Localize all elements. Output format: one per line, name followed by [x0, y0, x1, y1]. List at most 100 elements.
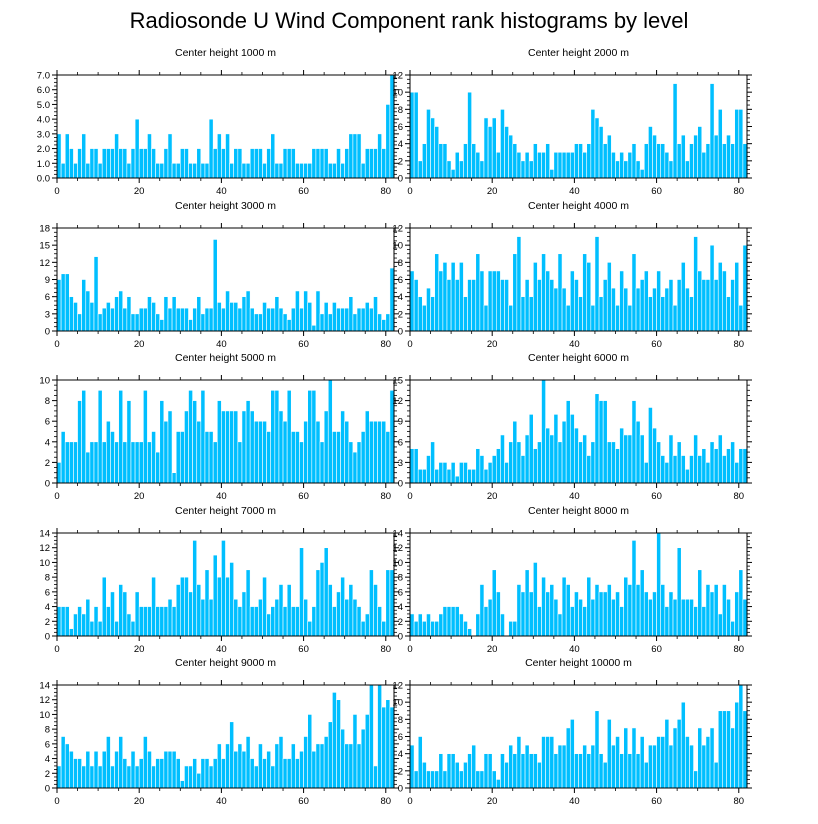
bar — [697, 569, 703, 637]
bar — [606, 134, 612, 179]
x-tick-label: 20 — [134, 491, 145, 502]
bar — [446, 279, 452, 332]
bar — [553, 753, 559, 789]
bar — [245, 400, 251, 484]
bar — [299, 162, 304, 179]
y-tick-label: 12 — [392, 681, 403, 692]
bar — [163, 750, 169, 789]
bar — [340, 410, 345, 484]
bar — [483, 753, 489, 789]
bar — [500, 279, 505, 332]
bar — [73, 613, 78, 637]
bar — [373, 148, 378, 179]
bar — [541, 736, 546, 789]
bar — [676, 719, 682, 789]
bar — [652, 427, 657, 484]
bar — [627, 584, 633, 637]
bar — [430, 770, 435, 789]
y-tick-label: 0 — [398, 327, 403, 338]
bar — [311, 750, 317, 789]
bar — [487, 270, 493, 332]
bar — [85, 162, 91, 179]
bar — [463, 462, 468, 484]
bar — [430, 117, 435, 179]
y-tick-label: 2 — [45, 617, 50, 628]
bar — [167, 598, 173, 637]
bar — [512, 143, 518, 179]
bar — [179, 148, 185, 179]
bar — [60, 431, 66, 484]
bar — [549, 169, 555, 179]
panel-title: Center height 5000 m — [175, 352, 276, 364]
bar — [430, 441, 435, 484]
bar — [417, 468, 423, 484]
bar — [290, 148, 296, 179]
bar — [442, 143, 448, 179]
bar — [69, 148, 74, 179]
x-tick-label: 20 — [134, 339, 145, 350]
bar — [315, 148, 321, 179]
bar — [311, 324, 317, 332]
y-tick-label: 4.0 — [37, 115, 50, 126]
bar — [504, 462, 509, 484]
bar — [475, 151, 481, 179]
bar — [229, 721, 235, 789]
bar — [229, 302, 235, 332]
bar — [332, 606, 337, 637]
bar — [459, 613, 464, 637]
bar — [106, 736, 111, 789]
bar — [167, 750, 173, 789]
bar — [442, 462, 448, 484]
bar — [557, 151, 563, 179]
bar — [64, 743, 70, 789]
bar — [56, 606, 62, 637]
bar — [557, 613, 563, 637]
bar — [175, 307, 181, 332]
bar — [196, 296, 202, 332]
y-tick-label: 10 — [39, 558, 50, 569]
bar — [417, 296, 423, 332]
x-tick-label: 80 — [380, 644, 391, 655]
bar — [147, 441, 152, 484]
bar — [701, 606, 707, 637]
bar — [237, 148, 243, 179]
bar — [705, 279, 711, 332]
bar — [381, 620, 387, 637]
bar — [422, 468, 427, 484]
bar — [134, 118, 140, 179]
bar — [253, 606, 259, 637]
bar — [147, 133, 152, 179]
bar — [56, 279, 62, 332]
bar — [348, 743, 354, 789]
bar — [722, 710, 727, 789]
y-tick-label: 8 — [398, 715, 403, 726]
bar — [541, 576, 546, 637]
bar — [286, 148, 292, 179]
bar — [175, 431, 181, 484]
bar — [167, 410, 173, 484]
x-tick-label: 80 — [733, 491, 744, 502]
bar — [598, 753, 604, 789]
bar — [225, 133, 230, 179]
bar — [163, 296, 169, 332]
bar — [295, 290, 300, 332]
bar — [726, 710, 731, 789]
bar — [434, 770, 440, 789]
bar — [377, 684, 382, 789]
bar — [110, 591, 115, 637]
bar — [648, 296, 653, 332]
bar — [114, 441, 119, 484]
bar — [742, 448, 748, 484]
bar — [459, 770, 464, 789]
bar — [631, 143, 637, 179]
bar — [487, 753, 493, 789]
bar — [574, 753, 579, 789]
bar — [171, 606, 177, 637]
bar — [738, 109, 744, 179]
bar — [369, 684, 374, 789]
y-tick-label: 12 — [392, 71, 403, 82]
bar — [369, 148, 374, 179]
y-tick-label: 6 — [45, 417, 50, 428]
bar — [89, 441, 95, 484]
